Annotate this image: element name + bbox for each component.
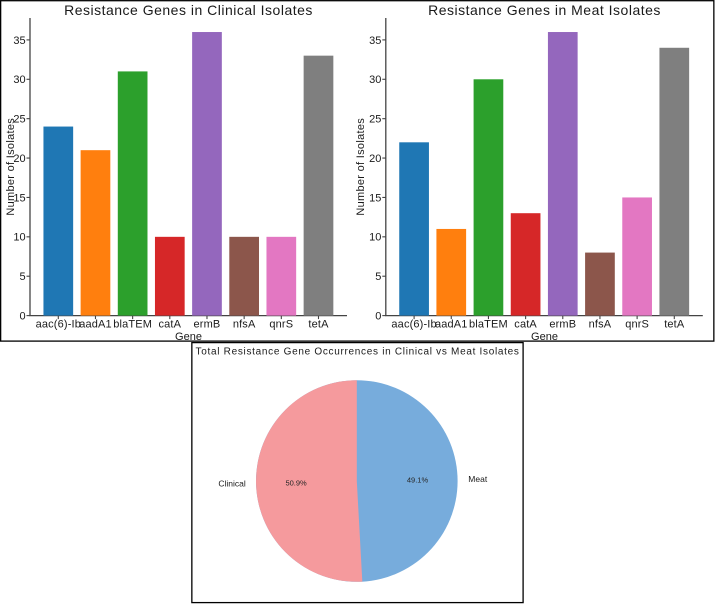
svg-text:5: 5 (19, 271, 25, 283)
svg-text:ermB: ermB (549, 319, 576, 331)
svg-text:10: 10 (369, 232, 381, 244)
svg-text:10: 10 (13, 232, 25, 244)
svg-text:49.1%: 49.1% (407, 475, 429, 484)
svg-text:Resistance Genes in Clinical I: Resistance Genes in Clinical Isolates (64, 2, 313, 18)
svg-text:20: 20 (369, 153, 381, 165)
svg-text:35: 35 (13, 35, 25, 47)
svg-text:Gene: Gene (531, 331, 558, 343)
svg-text:Number of Isolates: Number of Isolates (355, 118, 367, 216)
svg-text:catA: catA (514, 319, 537, 331)
svg-text:Meat: Meat (468, 474, 488, 484)
svg-text:0: 0 (375, 311, 381, 323)
svg-text:nfsA: nfsA (589, 319, 612, 331)
svg-text:blaTEM: blaTEM (113, 319, 152, 331)
svg-text:50.9%: 50.9% (285, 478, 307, 487)
svg-text:30: 30 (369, 74, 381, 86)
svg-text:nfsA: nfsA (233, 319, 256, 331)
svg-text:qnrS: qnrS (269, 319, 293, 331)
svg-text:5: 5 (375, 271, 381, 283)
svg-text:tetA: tetA (308, 319, 329, 331)
svg-text:qnrS: qnrS (625, 319, 649, 331)
svg-text:0: 0 (19, 311, 25, 323)
svg-text:blaTEM: blaTEM (469, 319, 508, 331)
svg-text:Number of Isolates: Number of Isolates (5, 118, 17, 216)
svg-text:tetA: tetA (664, 319, 685, 331)
svg-text:Gene: Gene (175, 331, 202, 343)
svg-text:aac(6)-Ib: aac(6)-Ib (391, 319, 436, 331)
svg-text:ermB: ermB (194, 319, 221, 331)
svg-text:Total Resistance Gene Occurren: Total Resistance Gene Occurrences in Cli… (196, 346, 520, 357)
svg-text:Clinical: Clinical (218, 478, 246, 488)
svg-text:15: 15 (369, 192, 381, 204)
svg-text:aac(6)-Ib: aac(6)-Ib (36, 319, 81, 331)
svg-text:20: 20 (13, 153, 25, 165)
svg-text:25: 25 (13, 114, 25, 126)
svg-text:25: 25 (369, 114, 381, 126)
svg-text:aadA1: aadA1 (435, 319, 468, 331)
svg-text:15: 15 (13, 192, 25, 204)
svg-text:aadA1: aadA1 (79, 319, 112, 331)
svg-text:Resistance Genes in Meat Isola: Resistance Genes in Meat Isolates (428, 2, 661, 18)
svg-text:catA: catA (158, 319, 181, 331)
svg-text:30: 30 (13, 74, 25, 86)
svg-text:35: 35 (369, 35, 381, 47)
